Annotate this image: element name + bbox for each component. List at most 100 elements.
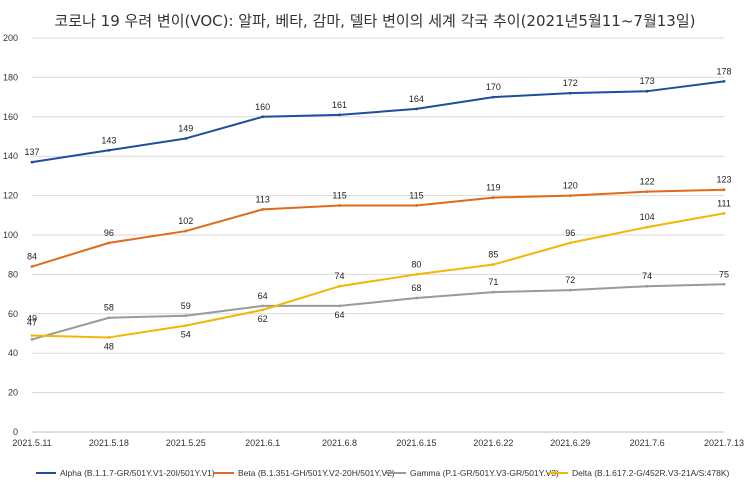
data-label: 172 — [563, 78, 578, 88]
series-line-2 — [31, 188, 725, 268]
data-point — [568, 241, 572, 245]
series-line-4 — [31, 212, 725, 339]
data-label: 160 — [255, 102, 270, 112]
x-tick-label: 2021.6.8 — [322, 438, 357, 448]
data-point — [30, 338, 34, 341]
data-label: 164 — [409, 94, 424, 104]
data-label: 119 — [486, 183, 500, 193]
data-point — [338, 204, 341, 207]
data-point — [722, 79, 726, 83]
data-label: 62 — [258, 314, 268, 324]
data-point — [415, 273, 418, 276]
data-point — [491, 95, 495, 99]
data-point — [184, 137, 188, 140]
data-label: 115 — [409, 190, 423, 200]
data-point — [645, 284, 649, 288]
y-tick-label: 0 — [13, 427, 18, 437]
data-label: 68 — [411, 283, 421, 293]
data-label: 54 — [181, 330, 191, 340]
data-label: 74 — [335, 271, 345, 281]
data-label: 113 — [255, 194, 269, 204]
data-point — [184, 229, 188, 233]
data-label: 80 — [411, 259, 421, 269]
data-point — [491, 196, 495, 199]
y-tick-label: 180 — [3, 72, 18, 82]
y-tick-label: 200 — [3, 33, 18, 43]
data-label: 122 — [640, 177, 655, 187]
data-label: 178 — [716, 66, 731, 76]
data-label: 71 — [488, 277, 498, 287]
x-tick-label: 2021.5.18 — [89, 438, 129, 448]
data-label: 59 — [181, 301, 191, 311]
legend-label-2: Beta (B.1.351-GH/501Y.V2-20H/501Y.V2) — [238, 468, 395, 478]
data-label: 123 — [716, 175, 731, 185]
y-tick-label: 80 — [8, 269, 18, 279]
data-point — [645, 225, 649, 229]
data-point — [415, 204, 418, 207]
x-tick-label: 2021.6.1 — [245, 438, 280, 448]
data-point — [722, 211, 726, 215]
data-point — [184, 324, 188, 328]
x-tick-label: 2021.7.13 — [704, 438, 744, 448]
data-label: 58 — [104, 303, 114, 313]
data-point — [184, 314, 188, 318]
data-label: 143 — [101, 135, 116, 145]
legend-label-4: Delta (B.1.617.2-G/452R.V3-21A/S:478K) — [572, 468, 730, 478]
data-point — [261, 115, 265, 119]
x-tick-label: 2021.7.6 — [630, 438, 665, 448]
data-point — [107, 241, 111, 245]
data-point — [338, 113, 341, 117]
series-line-1 — [31, 80, 725, 164]
series-line-3 — [31, 283, 725, 341]
data-label: 64 — [335, 310, 345, 320]
y-tick-label: 20 — [8, 388, 18, 398]
data-point — [338, 284, 341, 288]
data-point — [30, 160, 34, 164]
data-label: 96 — [104, 228, 114, 238]
data-point — [645, 190, 649, 194]
data-label: 84 — [27, 252, 37, 262]
data-point — [645, 89, 649, 93]
y-tick-label: 160 — [3, 112, 18, 122]
data-label: 170 — [486, 82, 501, 92]
legend-label-3: Gamma (P.1-GR/501Y.V3-GR/501Y.V3) — [410, 468, 559, 478]
data-point — [107, 148, 111, 152]
data-point — [722, 188, 726, 192]
x-tick-label: 2021.5.11 — [12, 438, 51, 448]
chart-title: 코로나 19 우려 변이(VOC): 알파, 베타, 감마, 델타 변이의 세계… — [54, 12, 696, 30]
data-label: 102 — [178, 216, 193, 226]
y-tick-label: 40 — [8, 348, 18, 358]
data-label: 64 — [258, 291, 268, 301]
data-label: 115 — [332, 190, 346, 200]
data-label: 47 — [27, 317, 37, 327]
data-point — [261, 207, 265, 211]
data-point — [30, 265, 34, 268]
data-point — [261, 304, 265, 308]
data-point — [722, 282, 726, 286]
y-tick-label: 140 — [3, 151, 18, 161]
data-point — [568, 194, 572, 198]
data-label: 85 — [488, 250, 498, 260]
data-label: 74 — [642, 271, 652, 281]
data-point — [338, 304, 341, 308]
data-label: 120 — [563, 181, 578, 191]
x-tick-label: 2021.5.25 — [166, 438, 206, 448]
data-label: 96 — [565, 228, 575, 238]
data-label: 173 — [640, 76, 655, 86]
data-point — [491, 263, 495, 266]
data-point — [568, 288, 572, 292]
x-tick-label: 2021.6.29 — [550, 438, 590, 448]
data-label: 75 — [719, 269, 729, 279]
data-point — [107, 336, 111, 339]
data-label: 48 — [104, 341, 114, 351]
data-label: 72 — [565, 275, 575, 285]
data-label: 137 — [24, 147, 39, 157]
data-label: 49 — [27, 313, 37, 323]
data-point — [30, 334, 34, 337]
data-point — [415, 296, 418, 300]
y-tick-label: 60 — [8, 309, 18, 319]
legend-label-1: Alpha (B.1.1.7-GR/501Y.V1-20I/501Y.V1) — [60, 468, 215, 478]
y-tick-label: 120 — [3, 191, 18, 201]
